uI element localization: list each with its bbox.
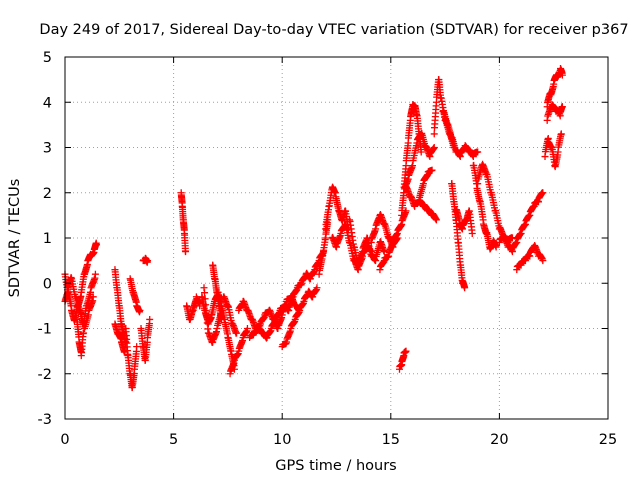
data-point xyxy=(539,189,547,197)
data-point xyxy=(380,248,388,256)
chart-title: Day 249 of 2017, Sidereal Day-to-day VTE… xyxy=(39,22,628,38)
data-point xyxy=(217,315,225,323)
x-tick-label: 15 xyxy=(382,432,400,448)
y-tick-label: 2 xyxy=(43,186,52,202)
x-tick-label: 0 xyxy=(60,432,69,448)
y-tick-label: 5 xyxy=(43,50,52,66)
data-point xyxy=(492,243,500,251)
data-point xyxy=(201,289,209,297)
data-point xyxy=(296,306,304,314)
x-tick-label: 10 xyxy=(273,432,291,448)
data-point xyxy=(136,306,144,314)
data-point xyxy=(182,248,190,256)
y-tick-label: 4 xyxy=(43,95,52,111)
axis-ticks xyxy=(64,56,609,420)
data-point xyxy=(201,295,209,303)
data-point xyxy=(558,103,566,111)
data-point xyxy=(468,229,476,237)
x-tick-label: 20 xyxy=(490,432,508,448)
data-point xyxy=(474,148,482,156)
y-tick-label: 0 xyxy=(43,276,52,292)
data-point xyxy=(417,148,425,156)
data-point xyxy=(79,329,87,337)
data-point xyxy=(146,315,154,323)
x-tick-label: 5 xyxy=(169,432,178,448)
data-point xyxy=(203,319,211,327)
data-point xyxy=(557,130,565,138)
data-point xyxy=(539,257,547,265)
data-point xyxy=(144,257,152,265)
data-point xyxy=(430,144,438,151)
data-point xyxy=(202,307,210,315)
y-tick-label: 1 xyxy=(43,231,52,247)
x-tick-labels: 0 5 10 15 20 25 xyxy=(60,432,617,448)
y-tick-label: -1 xyxy=(38,322,52,338)
data-point xyxy=(233,329,241,337)
data-points xyxy=(61,64,566,392)
x-axis-label: GPS time / hours xyxy=(275,458,396,474)
data-point xyxy=(89,293,97,301)
data-point xyxy=(243,325,251,332)
data-point xyxy=(313,284,321,292)
y-tick-label: 3 xyxy=(43,141,52,157)
data-point xyxy=(92,241,100,249)
data-point xyxy=(428,166,436,174)
data-point xyxy=(402,347,410,355)
data-point xyxy=(430,130,438,138)
y-axis-label: SDTVAR / TECUs xyxy=(7,179,23,298)
data-point xyxy=(133,343,141,351)
data-point xyxy=(202,301,210,309)
data-point xyxy=(558,71,566,79)
x-tick-label: 25 xyxy=(599,432,617,448)
data-point xyxy=(91,270,99,278)
data-point xyxy=(203,313,211,321)
y-tick-label: -2 xyxy=(38,367,52,383)
data-point xyxy=(461,284,469,292)
y-tick-labels: -3 -2 -1 0 1 2 3 4 5 xyxy=(38,50,52,428)
y-tick-label: -3 xyxy=(38,412,52,428)
data-point xyxy=(432,216,440,224)
